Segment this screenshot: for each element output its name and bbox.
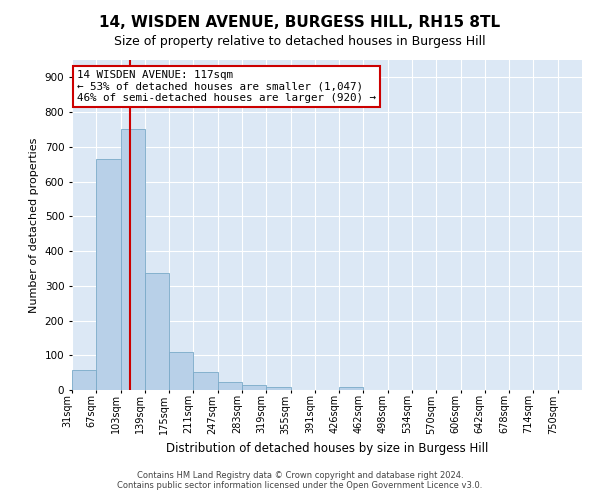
Bar	[193, 372, 218, 390]
X-axis label: Distribution of detached houses by size in Burgess Hill: Distribution of detached houses by size …	[166, 442, 488, 455]
Bar	[96, 159, 121, 390]
Bar	[218, 382, 242, 390]
Bar	[121, 130, 145, 390]
Bar	[145, 272, 169, 390]
Y-axis label: Number of detached properties: Number of detached properties	[29, 138, 39, 312]
Bar	[242, 385, 266, 390]
Text: Size of property relative to detached houses in Burgess Hill: Size of property relative to detached ho…	[114, 35, 486, 48]
Bar	[169, 352, 193, 390]
Bar	[266, 387, 290, 390]
Bar	[72, 370, 96, 390]
Bar	[339, 386, 364, 390]
Text: Contains HM Land Registry data © Crown copyright and database right 2024.
Contai: Contains HM Land Registry data © Crown c…	[118, 470, 482, 490]
Text: 14 WISDEN AVENUE: 117sqm
← 53% of detached houses are smaller (1,047)
46% of sem: 14 WISDEN AVENUE: 117sqm ← 53% of detach…	[77, 70, 376, 103]
Text: 14, WISDEN AVENUE, BURGESS HILL, RH15 8TL: 14, WISDEN AVENUE, BURGESS HILL, RH15 8T…	[100, 15, 500, 30]
